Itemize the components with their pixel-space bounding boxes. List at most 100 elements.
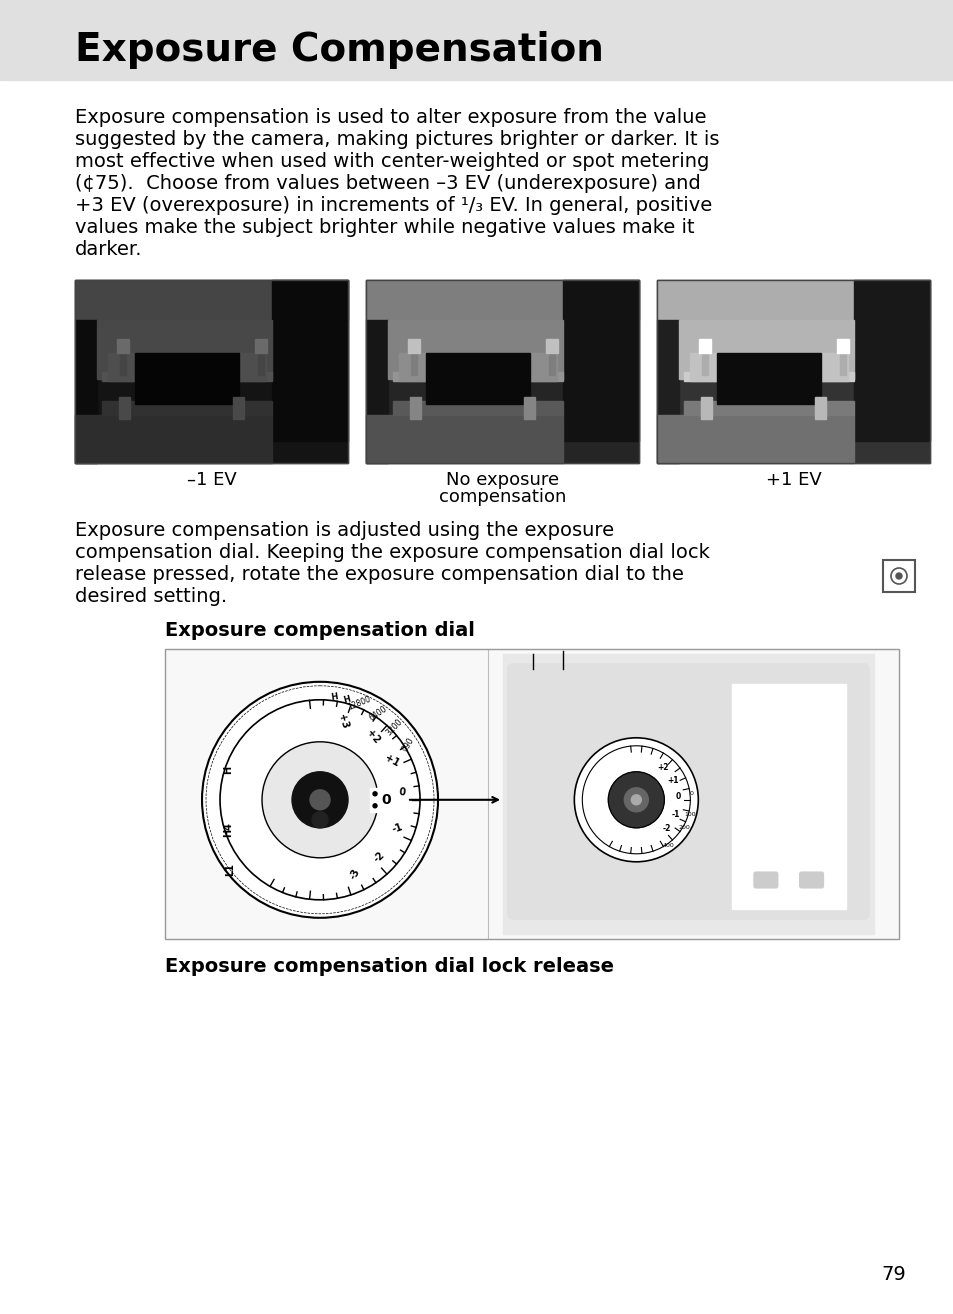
Bar <box>393 372 562 381</box>
Bar <box>739 699 837 844</box>
Circle shape <box>310 790 330 809</box>
Text: -2: -2 <box>661 824 670 833</box>
Bar <box>815 397 825 419</box>
Bar <box>657 280 929 463</box>
Bar <box>116 339 129 353</box>
Text: desired setting.: desired setting. <box>75 587 227 606</box>
Text: Exposure compensation is adjusted using the exposure: Exposure compensation is adjusted using … <box>75 520 614 540</box>
FancyBboxPatch shape <box>753 872 777 888</box>
Bar <box>388 321 562 378</box>
Text: 12800: 12800 <box>346 695 372 712</box>
Text: 3200: 3200 <box>384 717 404 737</box>
Circle shape <box>312 812 328 828</box>
Bar <box>731 685 845 909</box>
Bar <box>545 339 558 353</box>
Circle shape <box>895 573 901 579</box>
Circle shape <box>292 771 348 828</box>
Circle shape <box>631 795 640 804</box>
Text: +1: +1 <box>383 753 401 769</box>
Text: Exposure compensation is used to alter exposure from the value: Exposure compensation is used to alter e… <box>75 108 706 127</box>
Text: H4: H4 <box>223 823 233 837</box>
Bar <box>657 415 853 463</box>
Text: No exposure: No exposure <box>445 470 558 489</box>
Text: compensation dial. Keeping the exposure compensation dial lock: compensation dial. Keeping the exposure … <box>75 543 709 562</box>
Text: 0: 0 <box>397 787 405 798</box>
Bar <box>366 321 388 463</box>
Bar <box>548 350 554 376</box>
Text: H: H <box>342 694 351 704</box>
Text: (¢75).  Choose from values between –3 EV (underexposure) and: (¢75). Choose from values between –3 EV … <box>75 173 700 193</box>
Bar <box>0 0 953 80</box>
Bar <box>689 353 847 381</box>
Text: +3: +3 <box>335 712 349 729</box>
Circle shape <box>608 771 663 828</box>
Bar <box>254 339 266 353</box>
Text: +3 EV (overexposure) in increments of ¹/₃ EV. In general, positive: +3 EV (overexposure) in increments of ¹/… <box>75 196 712 215</box>
Bar <box>75 415 272 463</box>
Bar <box>120 350 126 376</box>
Text: values make the subject brighter while negative values make it: values make the subject brighter while n… <box>75 218 694 237</box>
Text: L1: L1 <box>225 863 234 876</box>
Bar <box>657 280 929 321</box>
Bar <box>701 350 707 376</box>
Bar <box>366 280 639 463</box>
Text: Exposure compensation dial: Exposure compensation dial <box>165 622 475 640</box>
Bar <box>233 397 244 419</box>
Text: 6400: 6400 <box>367 704 389 723</box>
FancyBboxPatch shape <box>507 664 868 918</box>
Bar <box>366 280 639 463</box>
Text: -1: -1 <box>390 821 403 834</box>
Text: +1: +1 <box>667 775 679 784</box>
Text: most effective when used with center-weighted or spot metering: most effective when used with center-wei… <box>75 152 709 171</box>
Bar <box>165 649 898 940</box>
Text: +1 EV: +1 EV <box>765 470 821 489</box>
Text: 0: 0 <box>381 792 391 807</box>
Text: 0: 0 <box>689 791 693 796</box>
Bar <box>657 280 929 463</box>
Text: -1: -1 <box>671 809 679 819</box>
FancyBboxPatch shape <box>799 872 822 888</box>
Bar <box>411 350 416 376</box>
Bar <box>426 353 529 405</box>
Text: +2: +2 <box>657 763 668 773</box>
Text: 090: 090 <box>400 736 416 753</box>
Bar <box>657 321 679 463</box>
Bar <box>679 321 853 378</box>
Circle shape <box>623 788 648 812</box>
Bar <box>683 372 853 381</box>
Text: darker.: darker. <box>75 240 142 259</box>
Bar <box>272 280 348 442</box>
Bar <box>836 339 848 353</box>
Text: H: H <box>330 692 338 702</box>
Circle shape <box>373 804 376 808</box>
Bar <box>97 321 272 378</box>
Text: 79: 79 <box>881 1264 905 1284</box>
Bar <box>118 397 130 419</box>
Bar <box>108 353 266 381</box>
Circle shape <box>202 682 437 917</box>
Bar <box>366 280 639 321</box>
Bar <box>366 415 562 463</box>
Text: suggested by the camera, making pictures brighter or darker. It is: suggested by the camera, making pictures… <box>75 130 719 148</box>
Bar <box>409 397 420 419</box>
Text: 200: 200 <box>679 825 690 830</box>
Text: –1 EV: –1 EV <box>187 470 236 489</box>
Bar <box>698 339 710 353</box>
Bar <box>562 280 639 442</box>
Bar <box>524 397 535 419</box>
Bar <box>135 353 238 405</box>
Bar <box>165 649 898 940</box>
Bar <box>839 350 844 376</box>
Text: 0: 0 <box>675 791 680 800</box>
Bar <box>407 339 419 353</box>
Bar <box>75 321 97 463</box>
Text: compensation: compensation <box>438 487 565 506</box>
Bar <box>393 401 562 415</box>
Text: 400: 400 <box>662 844 674 848</box>
Bar <box>102 372 272 381</box>
Bar <box>717 353 820 405</box>
Bar <box>75 280 348 321</box>
Circle shape <box>581 746 690 854</box>
Bar <box>502 654 873 934</box>
Circle shape <box>574 737 698 862</box>
